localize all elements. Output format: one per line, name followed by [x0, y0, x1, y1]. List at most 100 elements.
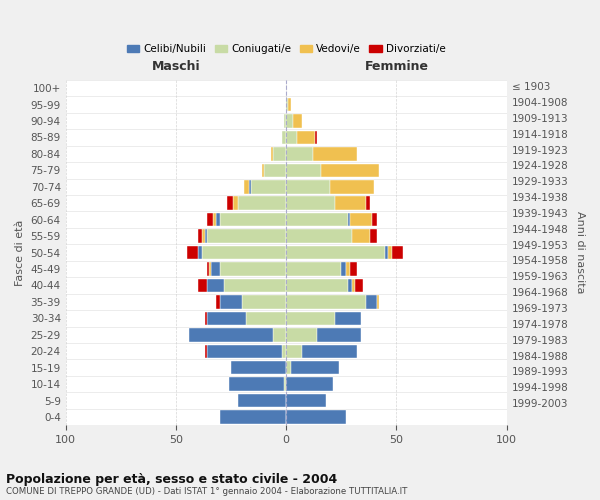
Bar: [289, 98, 290, 112]
Bar: [286, 344, 302, 358]
Bar: [286, 230, 352, 243]
Bar: [286, 147, 313, 160]
Bar: [392, 246, 403, 260]
Bar: [286, 130, 297, 144]
Bar: [335, 196, 365, 210]
Bar: [348, 278, 352, 292]
Bar: [331, 180, 374, 194]
Bar: [293, 114, 302, 128]
Bar: [372, 213, 377, 226]
Bar: [220, 295, 242, 308]
Bar: [286, 180, 331, 194]
Bar: [273, 147, 286, 160]
Bar: [348, 213, 350, 226]
Bar: [205, 230, 207, 243]
Bar: [205, 344, 207, 358]
Bar: [284, 378, 286, 391]
Bar: [350, 262, 357, 276]
Bar: [322, 164, 379, 177]
Bar: [317, 328, 361, 342]
Bar: [282, 130, 286, 144]
Bar: [286, 378, 332, 391]
Bar: [220, 213, 286, 226]
Bar: [388, 246, 392, 260]
Bar: [271, 147, 273, 160]
Bar: [238, 394, 286, 407]
Bar: [207, 230, 286, 243]
Bar: [315, 130, 317, 144]
Bar: [370, 230, 377, 243]
Bar: [231, 361, 286, 374]
Bar: [224, 278, 286, 292]
Bar: [284, 114, 286, 128]
Bar: [198, 246, 202, 260]
Bar: [286, 246, 385, 260]
Bar: [207, 278, 224, 292]
Bar: [313, 147, 357, 160]
Bar: [209, 262, 211, 276]
Bar: [251, 180, 286, 194]
Bar: [242, 295, 286, 308]
Bar: [229, 378, 284, 391]
Bar: [220, 410, 286, 424]
Legend: Celibi/Nubili, Coniugati/e, Vedovi/e, Divorziati/e: Celibi/Nubili, Coniugati/e, Vedovi/e, Di…: [122, 40, 450, 58]
Bar: [286, 164, 322, 177]
Bar: [286, 312, 335, 325]
Bar: [262, 164, 264, 177]
Bar: [207, 312, 247, 325]
Bar: [247, 312, 286, 325]
Y-axis label: Fasce di età: Fasce di età: [15, 220, 25, 286]
Bar: [335, 312, 361, 325]
Bar: [215, 295, 220, 308]
Text: Popolazione per età, sesso e stato civile - 2004: Popolazione per età, sesso e stato civil…: [6, 472, 337, 486]
Bar: [249, 180, 251, 194]
Bar: [207, 344, 282, 358]
Bar: [286, 213, 348, 226]
Text: Femmine: Femmine: [364, 60, 428, 74]
Text: COMUNE DI TREPPO GRANDE (UD) - Dati ISTAT 1° gennaio 2004 - Elaborazione TUTTITA: COMUNE DI TREPPO GRANDE (UD) - Dati ISTA…: [6, 488, 407, 496]
Bar: [286, 114, 293, 128]
Bar: [355, 278, 364, 292]
Bar: [346, 262, 350, 276]
Bar: [297, 130, 315, 144]
Bar: [286, 295, 365, 308]
Bar: [365, 196, 370, 210]
Bar: [207, 262, 209, 276]
Bar: [233, 196, 238, 210]
Bar: [350, 213, 372, 226]
Bar: [220, 262, 286, 276]
Bar: [302, 344, 357, 358]
Bar: [238, 196, 286, 210]
Bar: [207, 213, 214, 226]
Y-axis label: Anni di nascita: Anni di nascita: [575, 212, 585, 294]
Bar: [198, 278, 207, 292]
Bar: [286, 361, 290, 374]
Bar: [352, 278, 355, 292]
Bar: [264, 164, 286, 177]
Bar: [286, 196, 335, 210]
Bar: [273, 328, 286, 342]
Bar: [286, 278, 348, 292]
Bar: [202, 246, 286, 260]
Bar: [227, 196, 233, 210]
Bar: [385, 246, 388, 260]
Bar: [202, 230, 205, 243]
Bar: [282, 344, 286, 358]
Bar: [244, 180, 249, 194]
Bar: [214, 213, 215, 226]
Bar: [341, 262, 346, 276]
Bar: [286, 98, 289, 112]
Bar: [377, 295, 379, 308]
Bar: [352, 230, 370, 243]
Bar: [286, 328, 317, 342]
Bar: [189, 328, 273, 342]
Bar: [205, 312, 207, 325]
Bar: [211, 262, 220, 276]
Bar: [215, 213, 220, 226]
Bar: [286, 410, 346, 424]
Bar: [187, 246, 198, 260]
Bar: [365, 295, 377, 308]
Text: Maschi: Maschi: [152, 60, 200, 74]
Bar: [286, 394, 326, 407]
Bar: [290, 361, 339, 374]
